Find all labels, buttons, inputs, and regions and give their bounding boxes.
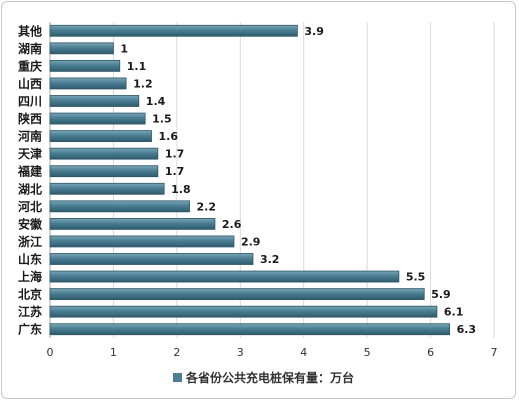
bar — [49, 24, 298, 37]
data-label: 1.6 — [158, 130, 178, 143]
bar — [49, 182, 165, 195]
category-label: 浙江 — [18, 234, 42, 249]
category-label: 上海 — [18, 269, 42, 284]
bar — [49, 165, 159, 178]
bar — [49, 42, 114, 55]
data-label: 5.9 — [431, 288, 451, 301]
category-label: 湖南 — [18, 41, 42, 56]
x-axis-ticks: 0 1 2 3 4 5 6 7 — [47, 346, 498, 359]
x-tick-label: 3 — [237, 346, 244, 359]
bar — [49, 147, 159, 160]
category-label: 四川 — [18, 95, 42, 109]
category-label: 江苏 — [18, 304, 42, 319]
x-tick-label: 0 — [47, 346, 54, 359]
category-label: 福建 — [17, 164, 43, 179]
bar — [49, 235, 235, 248]
legend: 各省份公共充电桩保有量：万台 — [173, 370, 354, 385]
x-tick-label: 1 — [110, 346, 117, 359]
data-label: 2.2 — [197, 200, 217, 213]
x-tick-label: 2 — [173, 346, 180, 359]
bar — [49, 305, 438, 318]
bar — [49, 95, 140, 107]
data-label: 1.4 — [146, 95, 166, 108]
category-label: 山西 — [18, 76, 42, 91]
category-label: 北京 — [18, 287, 42, 302]
data-label: 1.7 — [165, 148, 185, 161]
data-label: 3.2 — [260, 253, 280, 266]
category-label: 陕西 — [18, 111, 42, 126]
data-label: 1 — [120, 42, 128, 55]
grid-lines — [49, 22, 495, 338]
data-label: 1.2 — [133, 77, 153, 90]
x-tick-label: 4 — [300, 346, 307, 359]
category-label: 其他 — [18, 23, 42, 38]
data-label: 2.6 — [222, 218, 242, 231]
category-label: 天津 — [18, 146, 42, 161]
bar — [49, 59, 121, 72]
x-tick-label: 7 — [491, 346, 498, 359]
category-label: 河南 — [17, 129, 42, 144]
category-label: 安徽 — [18, 216, 43, 231]
legend-label: 各省份公共充电桩保有量：万台 — [185, 370, 354, 385]
x-tick-label: 6 — [427, 346, 434, 359]
data-label: 6.1 — [444, 306, 464, 319]
data-label: 5.5 — [406, 271, 426, 284]
data-label: 1.1 — [127, 60, 146, 73]
bar — [49, 200, 190, 213]
data-label: 1.5 — [152, 113, 172, 126]
data-label: 2.9 — [241, 235, 261, 248]
category-label: 河北 — [17, 199, 42, 214]
bar — [49, 323, 451, 336]
category-label: 山东 — [18, 252, 42, 267]
bar — [49, 77, 127, 90]
bar — [49, 270, 400, 283]
data-label: 1.8 — [171, 183, 191, 196]
category-label: 重庆 — [18, 58, 42, 73]
category-label: 湖北 — [18, 181, 42, 196]
bars: 其他 3.9 湖南 1 重庆 1.1 山西 1.2 四川 1.4 陕西 1.5 河南 1.6 天津 1.7 福建… — [17, 23, 476, 336]
legend-swatch — [173, 373, 182, 382]
x-tick-label: 5 — [364, 346, 371, 359]
bar — [49, 288, 425, 301]
bar — [49, 112, 146, 125]
data-label: 1.7 — [165, 165, 185, 178]
bar — [49, 253, 254, 265]
data-label: 6.3 — [457, 323, 477, 336]
data-label: 3.9 — [304, 25, 324, 38]
category-label: 广东 — [18, 322, 42, 337]
bar — [49, 130, 152, 143]
bar — [49, 217, 216, 230]
